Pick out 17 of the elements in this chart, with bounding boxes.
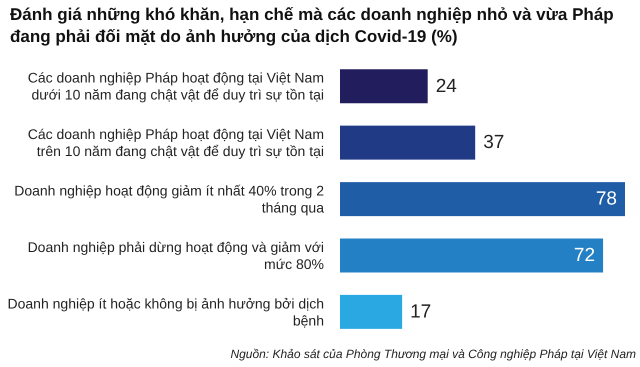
y-tick-label: Các doanh nghiệp Pháp hoạt động tại Việt Nam dưới 10 năm đang chật vật để duy trì sự tồn tại [28,70,324,103]
text: Nguồn: Khảo sát của Phòng Thương mại và Công nghiệp Pháp tại Việt Nam [230,347,636,361]
data-label: 17 [410,301,432,322]
y-tick-label: Doanh nghiệp phải dừng hoạt động và giảm với mức 80% [28,238,324,272]
bar [340,294,402,329]
data-label: 78 [596,188,617,210]
bar [340,238,604,272]
bar [340,69,428,104]
y-tick-label: Doanh nghiệp ít hoặc không bị ảnh hưởng bởi dịch bệnh [7,295,324,328]
y-tick-label: Doanh nghiệp hoạt động giảm ít nhất 40% trong 2 tháng qua [14,182,324,216]
chart-title: Đánh giá những khó khăn, hạn chế mà các doanh nghiệp nhỏ và vừa Pháp đang phải đối mặt do ảnh hưởng của dịch Covid-19 (%) [9,4,615,48]
data-label: 72 [574,244,596,266]
bar [340,126,476,160]
y-tick-label: Các doanh nghiệp Pháp hoạt động tại Việt Nam trên 10 năm đang chật vật để duy trì sự tồn tại [28,126,324,160]
bar [340,182,625,216]
data-label: 24 [436,76,458,97]
data-label: 37 [483,132,504,154]
